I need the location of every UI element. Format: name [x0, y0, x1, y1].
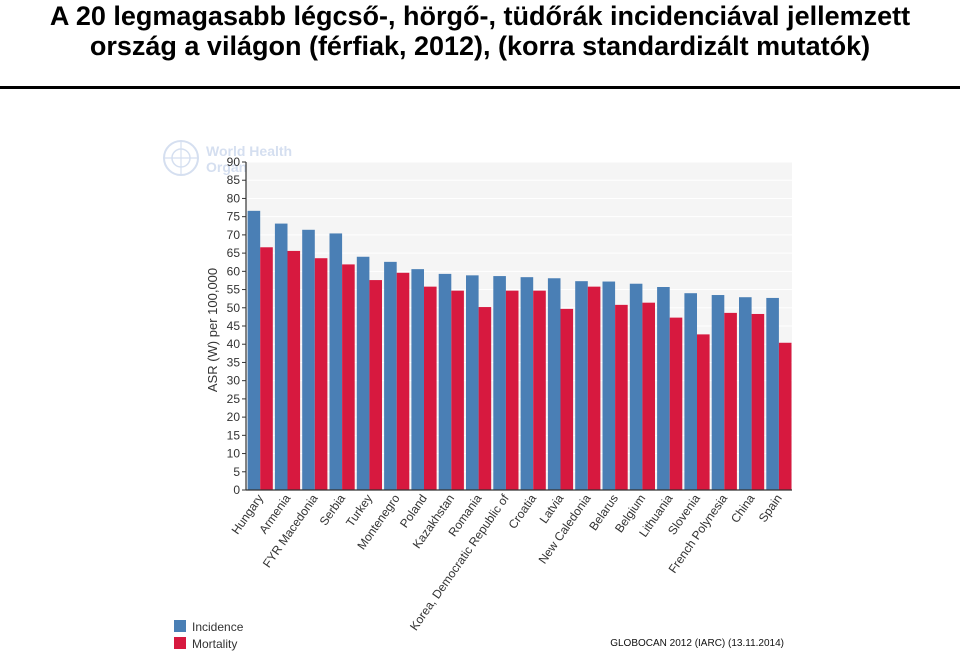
- y-axis-title: ASR (W) per 100,000: [205, 268, 220, 392]
- title-divider: [0, 86, 960, 89]
- bars: [247, 210, 792, 491]
- legend-swatch-incidence: [174, 620, 186, 632]
- legend-swatch-mortality: [174, 637, 186, 649]
- y-tick-label: 20: [227, 410, 241, 424]
- y-tick-label: 85: [227, 173, 241, 187]
- legend-label-incidence: Incidence: [192, 620, 244, 634]
- bar-mortality-15: [669, 317, 683, 490]
- bar-mortality-4: [369, 280, 382, 490]
- bar-mortality-7: [451, 290, 464, 490]
- slide-title-line-1: A 20 legmagasabb légcső-, hörgő-, tüdőrá…: [49, 1, 911, 31]
- bar-mortality-5: [396, 272, 410, 490]
- y-tick-label: 45: [227, 319, 241, 333]
- bar-incidence-17: [711, 295, 725, 490]
- x-category-label: New Caledonia: [536, 491, 594, 566]
- bar-incidence-0: [247, 210, 261, 490]
- bar-mortality-9: [505, 290, 519, 490]
- bar-mortality-0: [260, 247, 273, 490]
- y-tick-label: 5: [233, 465, 240, 479]
- bar-mortality-11: [560, 308, 574, 490]
- bar-incidence-8: [466, 275, 479, 490]
- bar-incidence-14: [629, 283, 643, 490]
- bar-mortality-14: [642, 302, 655, 490]
- y-tick-label: 0: [233, 483, 240, 497]
- y-tick-labels: 0 5 10 15 20 25 30 35 40 45 50 55 60 65 70 75 80 85 90: [227, 155, 246, 497]
- bar-mortality-19: [778, 342, 792, 490]
- bar-incidence-13: [602, 281, 616, 490]
- bar-mortality-10: [533, 290, 546, 490]
- bar-incidence-9: [493, 276, 506, 490]
- bar-mortality-8: [478, 307, 492, 490]
- y-tick-label: 25: [227, 392, 241, 406]
- y-tick-label: 10: [227, 447, 241, 461]
- bar-mortality-6: [424, 286, 437, 490]
- bar-incidence-2: [302, 229, 315, 490]
- bar-mortality-13: [615, 304, 628, 490]
- bar-incidence-3: [329, 233, 343, 491]
- bar-incidence-10: [520, 277, 534, 490]
- bar-incidence-4: [356, 256, 370, 490]
- bar-incidence-1: [274, 223, 288, 490]
- slide-title: A 20 legmagasabb légcső-, hörgő-, tüdőrá…: [0, 0, 960, 61]
- bar-incidence-7: [438, 273, 452, 490]
- bar-incidence-12: [575, 281, 588, 490]
- y-tick-label: 30: [227, 374, 241, 388]
- bar-incidence-18: [739, 297, 752, 490]
- source-note: GLOBOCAN 2012 (IARC) (13.11.2014): [610, 638, 784, 649]
- legend: Incidence Mortality: [174, 620, 244, 651]
- legend-label-mortality: Mortality: [192, 637, 237, 651]
- y-tick-label: 75: [227, 210, 241, 224]
- x-category-label: Croatia: [505, 491, 539, 531]
- who-emblem-icon: [163, 140, 199, 176]
- bar-mortality-18: [751, 313, 765, 490]
- bar-mortality-12: [587, 286, 601, 490]
- bar-mortality-2: [314, 258, 328, 490]
- y-tick-label: 50: [227, 301, 241, 315]
- bar-incidence-19: [766, 297, 779, 490]
- bar-mortality-3: [342, 264, 355, 490]
- y-tick-label: 55: [227, 283, 241, 297]
- y-tick-label: 90: [227, 155, 241, 169]
- bar-incidence-6: [411, 269, 424, 490]
- bar-incidence-16: [684, 293, 697, 490]
- y-tick-label: 70: [227, 228, 241, 242]
- bar-incidence-5: [384, 261, 397, 490]
- x-category-label: China: [728, 491, 758, 525]
- who-text-line1: World Health: [206, 143, 292, 159]
- y-tick-label: 80: [227, 191, 241, 205]
- bar-mortality-17: [724, 312, 737, 490]
- y-tick-label: 35: [227, 355, 241, 369]
- y-tick-label: 15: [227, 428, 241, 442]
- y-tick-label: 65: [227, 246, 241, 260]
- bar-mortality-16: [697, 334, 710, 490]
- y-tick-label: 60: [227, 264, 241, 278]
- bar-incidence-11: [547, 278, 561, 490]
- bar-mortality-1: [287, 250, 301, 490]
- bar-incidence-15: [657, 287, 670, 490]
- slide-title-line-2: ország a világon (férfiak, 2012), (korra…: [89, 31, 871, 61]
- x-category-label: Spain: [756, 492, 785, 525]
- y-tick-label: 40: [227, 337, 241, 351]
